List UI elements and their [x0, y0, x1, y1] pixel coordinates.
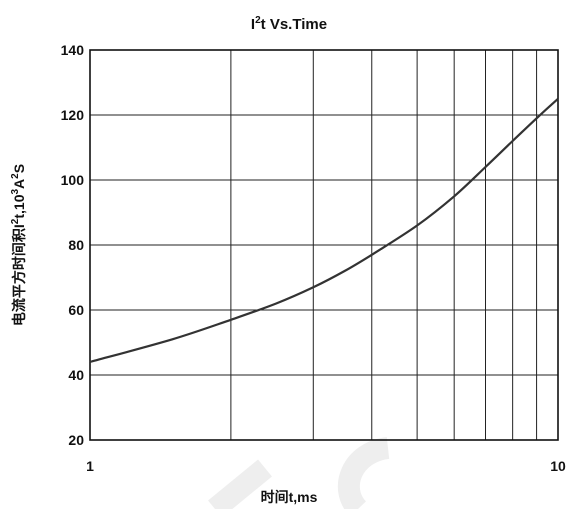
watermark-arc [337, 437, 391, 509]
x-tick-label: 10 [550, 458, 566, 474]
series-layer [89, 97, 559, 364]
y-tick-label: 100 [61, 172, 85, 188]
tick-labels: 20 40 60 80 100 120 140 1 10 [61, 42, 566, 474]
y-tick-label: 140 [61, 42, 85, 58]
series-line [89, 97, 559, 364]
chart-title: I2t Vs.Time [251, 15, 327, 33]
y-tick-label: 120 [61, 107, 85, 123]
y-tick-label: 40 [68, 367, 84, 383]
plot-frame [89, 49, 559, 441]
y-tick-label: 20 [68, 432, 84, 448]
x-axis-label: 时间t,ms [261, 489, 318, 505]
watermark-stroke [208, 459, 272, 509]
x-tick-label: 1 [86, 458, 94, 474]
grid-lines [90, 49, 558, 441]
y-tick-label: 80 [68, 237, 84, 253]
y-axis-label: 电流平方时间积I2t,103A2S [10, 164, 27, 326]
y-tick-label: 60 [68, 302, 84, 318]
